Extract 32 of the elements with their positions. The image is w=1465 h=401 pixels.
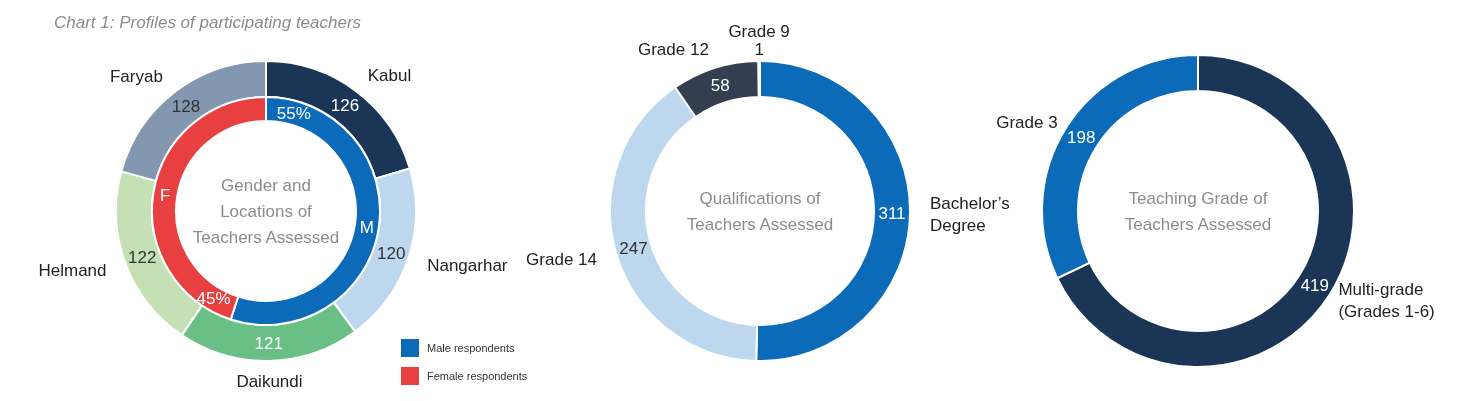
text: Qualifications of Teachers Assessed <box>686 188 834 234</box>
data-label: 120 <box>376 243 406 263</box>
chart-title: Chart 1: Profiles of participating teachers <box>54 12 362 32</box>
slice-label: Daikundi <box>236 371 303 391</box>
slice-label: Grade 14 <box>526 250 597 270</box>
text: M <box>359 217 374 237</box>
slice-label: Helmand <box>38 260 107 280</box>
data-label: 58 <box>710 76 730 96</box>
text: Gender and Locations of Teachers Assessed <box>192 175 340 247</box>
slice-label: Nangarhar <box>427 255 508 275</box>
slice-label: Bachelor’s Degree <box>929 194 1010 236</box>
data-label: 121 <box>254 333 283 353</box>
data-label: 55% <box>276 103 311 123</box>
legend-label: Male respondents <box>427 341 515 354</box>
slice-label: Multi-grade (Grades 1-6) <box>1338 280 1435 322</box>
legend-label: Female respondents <box>427 369 528 382</box>
data-label: 45% <box>196 289 231 309</box>
slice-label: Kabul <box>367 65 412 85</box>
slice-label: Faryab <box>109 66 163 86</box>
data-label: 1 <box>754 39 764 59</box>
data-label: 128 <box>171 97 201 117</box>
data-label: 198 <box>1067 128 1096 148</box>
data-label: 126 <box>330 96 360 116</box>
text: Teaching Grade of Teachers Assessed <box>1124 188 1272 234</box>
data-label: 419 <box>1300 275 1329 295</box>
slice-label: Grade 3 <box>996 113 1058 133</box>
text: F <box>160 185 171 205</box>
data-label: 122 <box>127 247 157 267</box>
data-label: 247 <box>619 239 648 259</box>
data-label: 311 <box>878 203 906 223</box>
slice-label: Grade 12 <box>637 39 709 59</box>
slice-label: Grade 9 <box>728 21 790 41</box>
